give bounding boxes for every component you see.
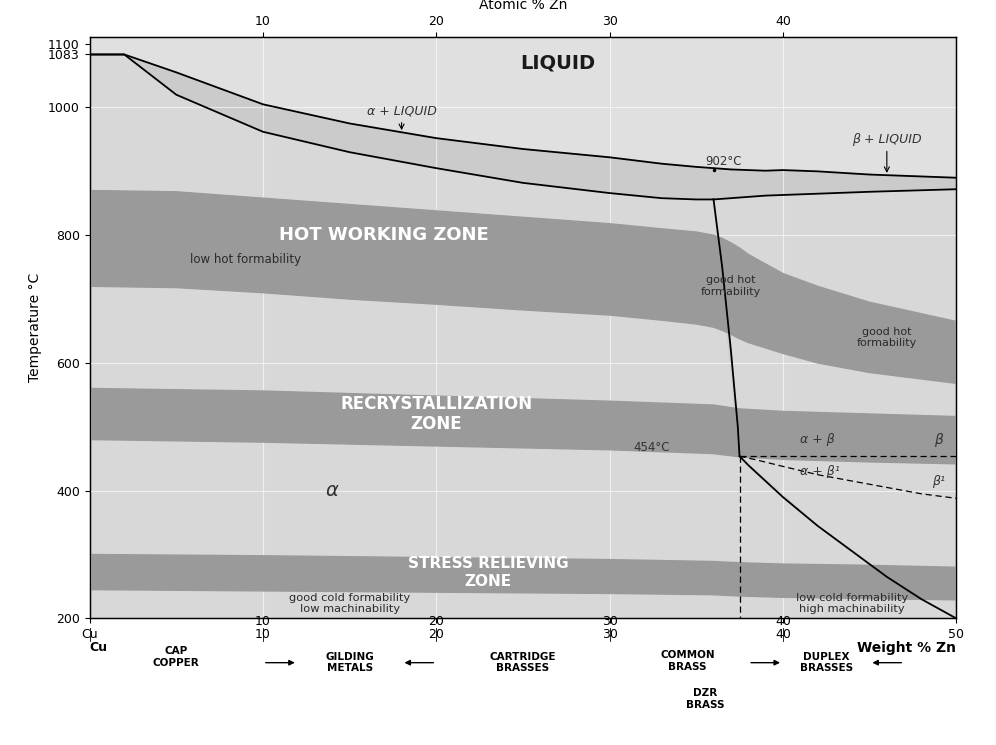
Text: β: β [934, 433, 943, 446]
Polygon shape [90, 37, 956, 178]
Polygon shape [713, 189, 956, 618]
Y-axis label: Temperature °C: Temperature °C [29, 273, 43, 382]
Text: Weight % Zn: Weight % Zn [858, 641, 956, 655]
Text: 454°C: 454°C [633, 440, 670, 454]
Polygon shape [713, 168, 956, 200]
Text: 40: 40 [775, 615, 791, 629]
X-axis label: Atomic % Zn: Atomic % Zn [479, 0, 567, 12]
Text: 902°C: 902°C [705, 154, 741, 168]
Polygon shape [90, 54, 713, 200]
Text: good cold formability
low machinability: good cold formability low machinability [289, 593, 410, 615]
Text: β + LIQUID: β + LIQUID [852, 133, 921, 172]
Polygon shape [90, 191, 956, 384]
Text: low cold formability
high machinability: low cold formability high machinability [796, 593, 908, 615]
Text: LIQUID: LIQUID [520, 54, 596, 72]
Polygon shape [713, 200, 818, 526]
Text: DZR
BRASS: DZR BRASS [685, 688, 724, 709]
Text: GILDING
METALS: GILDING METALS [326, 652, 374, 673]
Text: CAP
COPPER: CAP COPPER [153, 646, 199, 668]
Text: α + LIQUID: α + LIQUID [367, 104, 436, 129]
Polygon shape [90, 554, 956, 600]
Text: RECRYSTALLIZATION
ZONE: RECRYSTALLIZATION ZONE [341, 395, 532, 434]
Text: 20: 20 [428, 615, 444, 629]
Text: good hot
formability: good hot formability [701, 276, 761, 297]
Text: Cu: Cu [90, 641, 108, 654]
Text: low hot formability: low hot formability [190, 253, 301, 266]
Text: 10: 10 [255, 615, 271, 629]
Text: 30: 30 [602, 615, 618, 629]
Text: CARTRIDGE
BRASSES: CARTRIDGE BRASSES [490, 652, 556, 673]
Text: β¹: β¹ [932, 475, 945, 487]
Text: STRESS RELIEVING
ZONE: STRESS RELIEVING ZONE [408, 557, 569, 589]
Text: COMMON
BRASS: COMMON BRASS [660, 650, 715, 671]
Text: HOT WORKING ZONE: HOT WORKING ZONE [280, 226, 489, 244]
Text: DUPLEX
BRASSES: DUPLEX BRASSES [800, 652, 853, 673]
Text: α + β: α + β [800, 433, 835, 446]
Polygon shape [90, 388, 956, 464]
Text: good hot
formability: good hot formability [857, 326, 917, 348]
Polygon shape [90, 54, 739, 618]
Text: α: α [326, 481, 339, 500]
Text: α + β¹: α + β¹ [800, 465, 840, 478]
